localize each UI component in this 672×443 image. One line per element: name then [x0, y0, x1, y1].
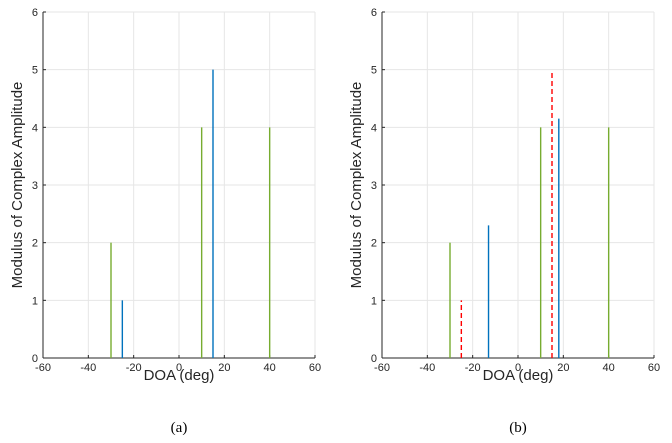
y-tick-label: 5 — [32, 65, 38, 77]
x-axis-label: DOA (deg) — [144, 367, 215, 384]
y-tick-label: 0 — [32, 353, 38, 365]
panel-caption: (a) — [171, 420, 188, 436]
y-tick-label: 2 — [32, 238, 38, 250]
y-tick-label: 2 — [371, 238, 377, 250]
y-tick-label: 3 — [371, 180, 377, 192]
x-axis-label: DOA (deg) — [483, 367, 554, 384]
y-axis-label: Modulus of Complex Amplitude — [348, 82, 365, 289]
x-tick-label: 40 — [264, 362, 276, 374]
x-tick-label: 20 — [557, 362, 569, 374]
x-tick-label: 40 — [603, 362, 615, 374]
x-tick-label: 20 — [218, 362, 230, 374]
y-tick-label: 6 — [371, 7, 377, 19]
x-tick-label: 60 — [309, 362, 321, 374]
y-tick-label: 4 — [371, 122, 377, 134]
x-tick-label: -20 — [465, 362, 481, 374]
x-tick-label: -40 — [419, 362, 435, 374]
y-tick-label: 1 — [32, 295, 38, 307]
x-tick-label: 60 — [648, 362, 660, 374]
x-tick-label: -40 — [80, 362, 96, 374]
y-tick-label: 6 — [32, 7, 38, 19]
y-tick-label: 5 — [371, 65, 377, 77]
y-axis-label: Modulus of Complex Amplitude — [9, 82, 26, 289]
y-tick-label: 3 — [32, 180, 38, 192]
panel-caption: (b) — [509, 420, 527, 436]
y-tick-label: 1 — [371, 295, 377, 307]
y-tick-label: 4 — [32, 122, 38, 134]
x-tick-label: -20 — [126, 362, 142, 374]
y-tick-label: 0 — [371, 353, 377, 365]
